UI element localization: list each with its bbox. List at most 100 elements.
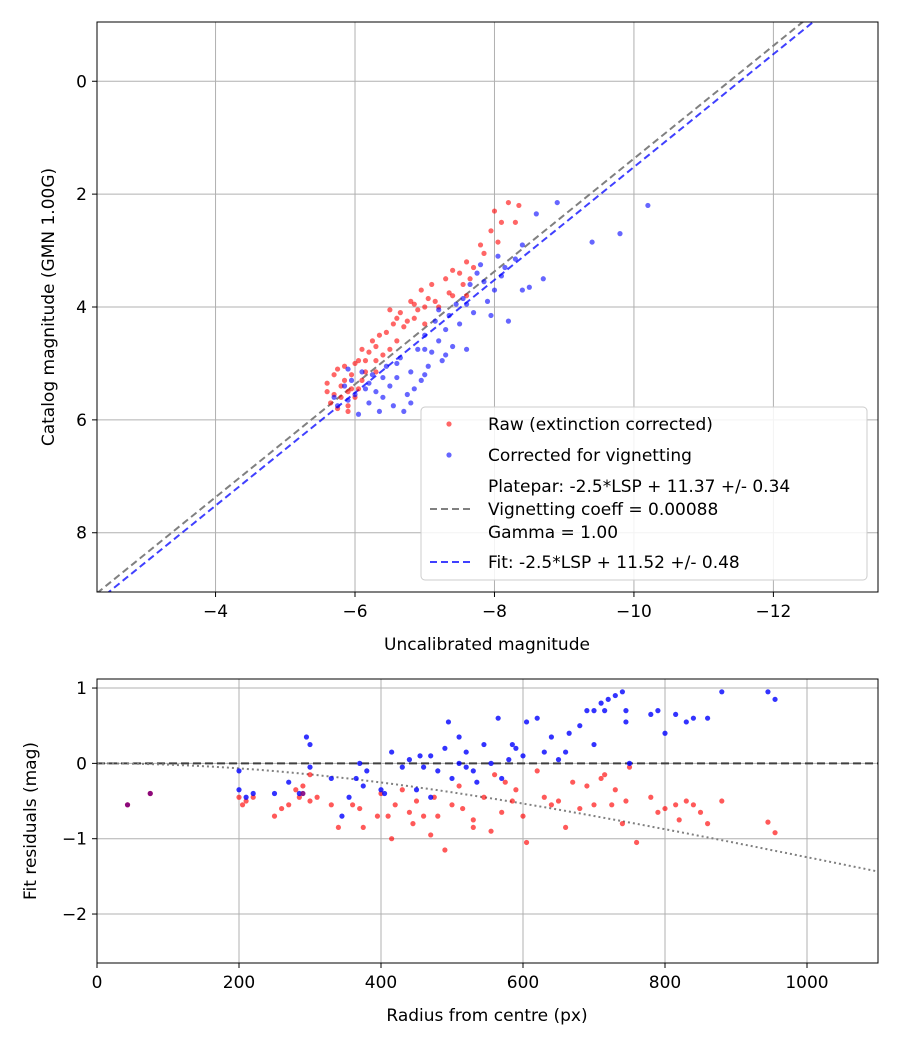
corrected-residual-point xyxy=(602,708,608,714)
corrected-residual-point xyxy=(236,787,242,793)
raw-residual-point xyxy=(619,821,626,827)
raw-point xyxy=(429,281,435,288)
corrected-residual-point xyxy=(449,775,455,782)
raw-residual-point xyxy=(541,794,547,800)
legend-vignetting-label: Vignetting coeff = 0.00088 xyxy=(488,500,718,520)
corrected-point xyxy=(352,391,358,398)
corrected-point xyxy=(443,352,449,358)
raw-residual-point xyxy=(673,802,679,808)
corrected-residual-point xyxy=(250,790,256,797)
corrected-residual-point xyxy=(445,719,452,725)
raw-residual-point xyxy=(385,813,391,819)
raw-residual-point xyxy=(470,824,476,831)
corrected-residual-point xyxy=(428,753,434,759)
raw-point xyxy=(491,208,498,214)
corrected-residual-point xyxy=(513,745,519,751)
corrected-point xyxy=(341,383,348,389)
raw-residual-point xyxy=(307,772,313,778)
corrected-residual-point xyxy=(584,708,590,714)
bottom-x-tick-label: 800 xyxy=(649,973,681,993)
raw-residual-point xyxy=(655,809,661,815)
raw-residual-point xyxy=(435,813,441,819)
raw-residual-point xyxy=(602,772,608,778)
raw-point xyxy=(362,358,369,364)
corrected-residual-point xyxy=(378,787,384,793)
corrected-residual-point xyxy=(307,741,313,748)
raw-residual-point xyxy=(357,805,363,812)
raw-residual-point xyxy=(389,836,395,842)
raw-residual-point xyxy=(648,794,654,800)
corrected-point xyxy=(460,295,466,302)
corrected-residual-point xyxy=(339,813,345,819)
corrected-point xyxy=(512,256,518,262)
raw-point xyxy=(488,228,494,234)
raw-point xyxy=(359,377,365,383)
top-x-ticks: −4 −6 −8 −10 −12 xyxy=(203,592,791,622)
raw-residual-point xyxy=(705,821,711,827)
corrected-point xyxy=(505,318,512,324)
corrected-point xyxy=(498,273,505,279)
raw-residual-point xyxy=(584,783,590,789)
raw-residual-point xyxy=(555,798,562,804)
corrected-residual-point xyxy=(662,730,668,736)
raw-residual-point xyxy=(765,819,771,825)
bottom-scatter-points xyxy=(124,689,778,853)
corrected-residual-point xyxy=(307,764,313,770)
raw-point xyxy=(328,400,334,406)
corrected-residual-point xyxy=(364,768,370,774)
raw-point xyxy=(463,293,470,299)
raw-residual-point xyxy=(634,839,640,846)
raw-point xyxy=(373,369,379,375)
bottom-y-axis-label: Fit residuals (mag) xyxy=(21,742,41,900)
corrected-residual-point xyxy=(488,760,494,766)
raw-residual-point xyxy=(314,794,320,800)
corrected-point xyxy=(533,211,539,217)
bottom-y-tick-label: −2 xyxy=(62,905,87,925)
raw-point xyxy=(383,329,389,335)
corrected-residual-point xyxy=(381,790,388,797)
raw-point xyxy=(387,346,393,352)
overlap-residual-point xyxy=(124,802,131,808)
corrected-point xyxy=(453,301,459,307)
bottom-x-tick-label: 200 xyxy=(223,973,255,993)
bottom-grid xyxy=(96,679,878,963)
raw-point xyxy=(450,293,456,299)
corrected-point xyxy=(394,360,400,367)
bottom-x-tick-label: 400 xyxy=(365,973,397,993)
raw-residual-point xyxy=(719,798,725,804)
raw-point xyxy=(470,264,477,271)
legend-fit-label: Fit: -2.5*LSP + 11.52 +/- 0.48 xyxy=(488,553,740,573)
raw-residual-point xyxy=(250,794,256,800)
legend-box xyxy=(420,406,868,581)
raw-residual-point xyxy=(492,772,498,778)
raw-point xyxy=(373,358,379,364)
corrected-point xyxy=(617,231,623,237)
corrected-residual-point xyxy=(705,715,711,721)
corrected-point xyxy=(470,310,477,316)
raw-point xyxy=(376,332,383,338)
raw-residual-point xyxy=(577,805,583,812)
raw-point xyxy=(422,304,428,310)
corrected-point xyxy=(540,276,546,282)
corrected-point xyxy=(390,403,396,409)
raw-point xyxy=(387,307,393,313)
raw-residual-point xyxy=(481,794,487,800)
corrected-point xyxy=(376,408,383,415)
raw-point xyxy=(394,338,400,344)
corrected-point xyxy=(404,391,410,398)
raw-point xyxy=(404,318,410,324)
raw-residual-point xyxy=(570,779,576,785)
corrected-residual-point xyxy=(417,753,423,759)
raw-residual-point xyxy=(410,821,416,827)
corrected-point xyxy=(422,346,428,352)
corrected-residual-point xyxy=(591,741,597,748)
top-fit-lines xyxy=(97,22,815,592)
raw-point xyxy=(467,276,473,282)
corrected-point xyxy=(436,338,442,344)
corrected-residual-point xyxy=(271,790,278,797)
raw-point xyxy=(345,408,351,415)
corrected-point xyxy=(369,372,376,378)
raw-point xyxy=(345,389,351,395)
corrected-point xyxy=(418,377,424,383)
corrected-point xyxy=(415,346,421,352)
